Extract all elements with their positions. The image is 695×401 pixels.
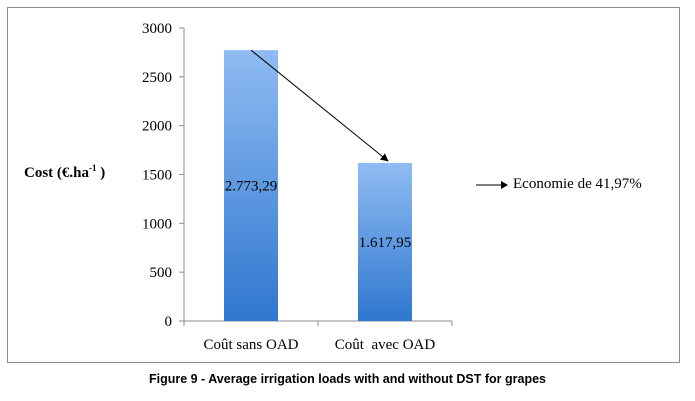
data-labels: 2.773,29 1.617,95 <box>225 179 412 251</box>
y-axis-label: Cost (€.ha-1 ) <box>24 163 106 181</box>
trend-arrow <box>250 49 389 162</box>
savings-text: Economie de 41,97% <box>513 176 642 192</box>
x-category-label: Coût avec OAD <box>335 337 436 353</box>
bar-value-label: 1.617,95 <box>359 235 412 251</box>
x-category-label: Coût sans OAD <box>203 337 298 353</box>
bars <box>224 50 412 322</box>
bar <box>224 50 278 322</box>
decrease-arrow <box>250 49 389 162</box>
chart-frame <box>7 7 680 363</box>
y-tick-label: 3000 <box>142 21 172 37</box>
y-tick-label: 1000 <box>142 216 172 232</box>
right-arrow-icon <box>476 180 508 189</box>
y-axis: 0 500 1000 1500 2000 2500 3000 <box>142 21 185 330</box>
bar-value-label: 2.773,29 <box>225 179 278 195</box>
y-tick-label: 0 <box>165 314 173 330</box>
savings-annotation: Economie de 41,97% <box>475 176 642 193</box>
y-tick-label: 1500 <box>142 168 172 184</box>
bar <box>358 162 412 321</box>
y-tick-label: 2500 <box>142 70 172 86</box>
x-axis: Coût sans OAD Coût avec OAD <box>183 320 453 353</box>
y-tick-label: 2000 <box>142 119 172 135</box>
figure-caption: Figure 9 - Average irrigation loads with… <box>148 372 547 386</box>
y-tick-label: 500 <box>150 265 173 281</box>
